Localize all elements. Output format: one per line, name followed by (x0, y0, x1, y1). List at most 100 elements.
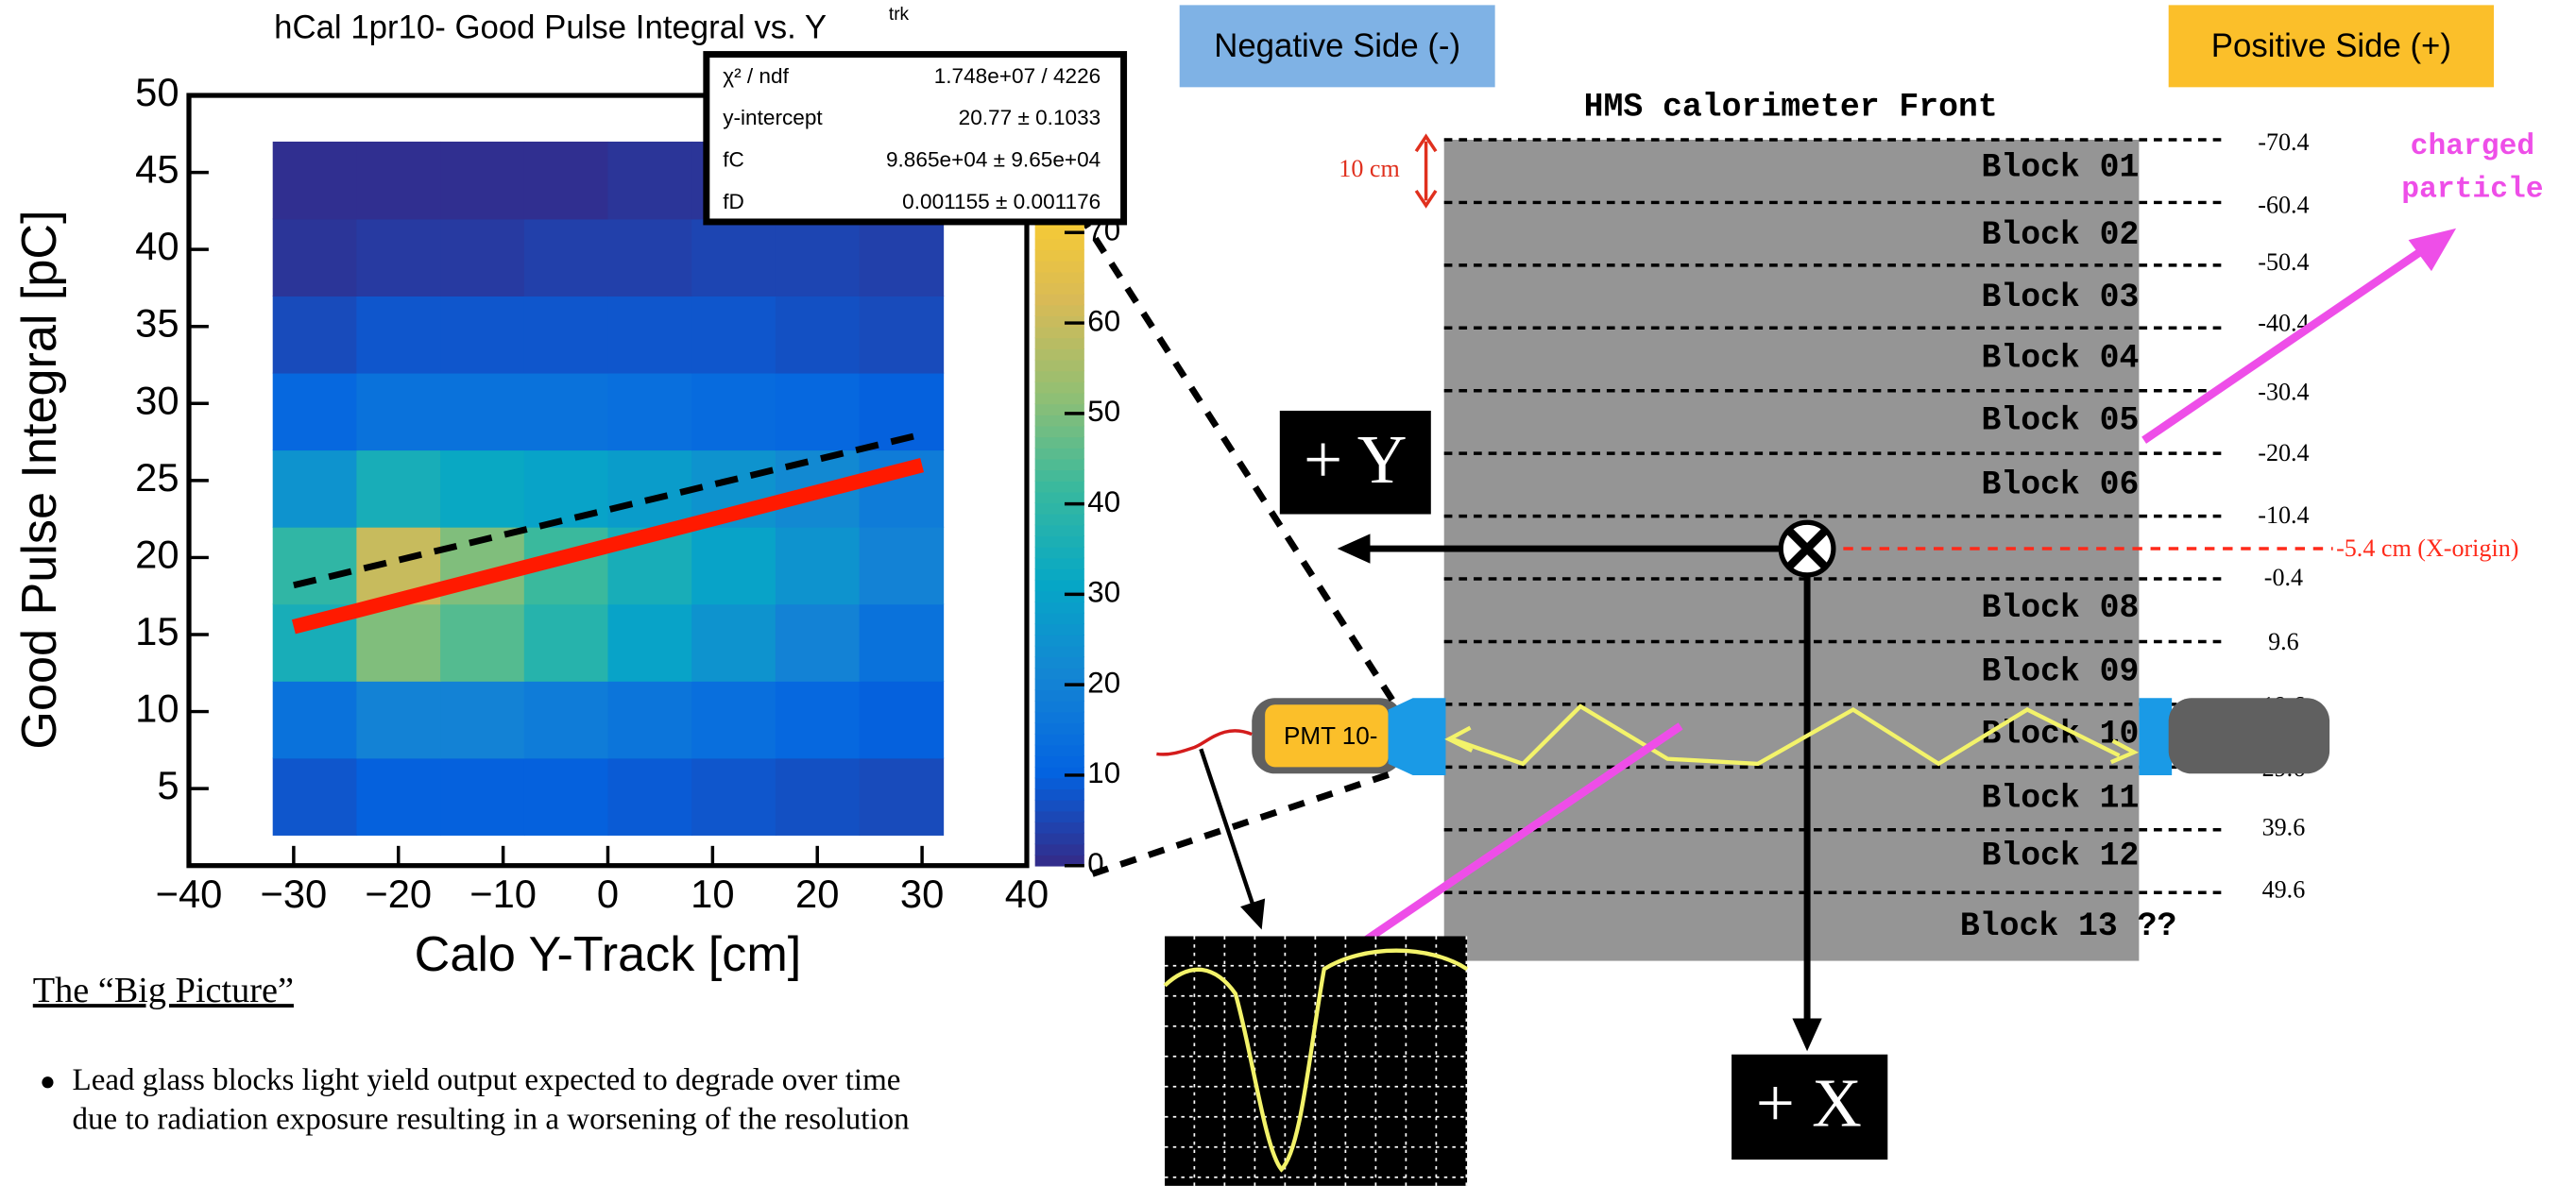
heat-cell (272, 757, 358, 836)
colorbar-step (1034, 755, 1084, 768)
particle-label: particle (2401, 173, 2543, 206)
chart-title-subscript: trk (889, 5, 910, 25)
colorbar-step (1034, 689, 1084, 702)
heat-cell (859, 449, 945, 528)
heat-cell (691, 372, 776, 451)
colorbar-step (1034, 700, 1084, 713)
scope-grid (1165, 936, 1468, 1186)
colorbar-step (1034, 722, 1084, 735)
light-path (1451, 703, 2121, 767)
boundary-label: 49.6 (2262, 876, 2306, 904)
y-tick-label: 45 (135, 147, 179, 192)
heat-cell (607, 296, 693, 374)
block-label: Block 05 (1981, 403, 2139, 440)
light-arrowheads (1444, 725, 2140, 765)
diagram-title: HMS calorimeter Front (1584, 89, 1998, 126)
fit-line (291, 457, 925, 635)
heat-cell (859, 757, 945, 836)
stats-box: χ² / ndf 1.748e+07 / 4226 y-intercept 20.77… (703, 51, 1128, 226)
x-tick-label: 10 (691, 872, 734, 916)
cable (1156, 729, 1253, 756)
boundary-label: -60.4 (2258, 191, 2309, 218)
x-tick-label: 30 (900, 872, 944, 916)
heat-cell (523, 218, 609, 296)
colorbar-step (1034, 733, 1084, 746)
heat-cell (440, 449, 525, 528)
y-tick-label: 25 (135, 455, 179, 500)
x-origin-label: -5.4 cm (X-origin) (2336, 534, 2518, 562)
stats-value: 9.865e+04 ± 9.65e+04 (886, 148, 1100, 172)
heat-cell (607, 603, 693, 682)
pmt-label: PMT 10- (1284, 721, 1378, 750)
colorbar-step (1034, 590, 1084, 602)
heat-cell (691, 218, 776, 296)
heat-cell (272, 296, 358, 374)
boundary-label: -70.4 (2258, 128, 2309, 156)
heat-cell (775, 680, 861, 759)
particle-arrowhead (2408, 228, 2457, 272)
x-tick-label: −20 (365, 872, 432, 916)
heat-cell (859, 680, 945, 759)
heat-cell (775, 526, 861, 605)
colorbar-step (1034, 227, 1084, 240)
y-tick-label: 30 (135, 378, 179, 422)
block-height-label: 10 cm (1339, 155, 1399, 182)
y-tick-label: 35 (135, 301, 179, 346)
z-tick-label: 40 (1087, 485, 1120, 518)
boundary-label: -20.4 (2258, 439, 2309, 466)
plus-y-box (1279, 410, 1431, 515)
signal-arrowhead (1240, 898, 1266, 930)
bullet-line: Lead glass blocks light yield output exp… (73, 1063, 901, 1097)
plus-y-label: + Y (1304, 421, 1407, 498)
y-tick-label: 40 (135, 224, 179, 268)
heat-cell (272, 218, 358, 296)
colorbar-step (1034, 635, 1084, 647)
block-label: Block 13 ?? (1960, 908, 2177, 945)
colorbar-step (1034, 260, 1084, 273)
heat-cell (523, 141, 609, 220)
colorbar-step (1034, 436, 1084, 449)
y-tick-label: 20 (135, 532, 179, 576)
block-label: Block 02 (1981, 217, 2139, 254)
colorbar-step (1034, 425, 1084, 438)
plus-x-box (1732, 1054, 1888, 1161)
stats-label: fD (723, 190, 744, 213)
heat-cell (607, 449, 693, 528)
stats-label: y-intercept (723, 106, 823, 129)
heat-cell (859, 526, 945, 605)
heat-cell (440, 680, 525, 759)
heat-cell (356, 680, 441, 759)
colorbar-step (1034, 667, 1084, 680)
heat-cell (607, 680, 693, 759)
colorbar-step (1034, 601, 1084, 614)
heat-cell (272, 449, 358, 528)
heat-cell (440, 372, 525, 451)
block-label: Block 01 (1981, 150, 2139, 187)
colorbar-step (1034, 348, 1084, 361)
block-label: Block 08 (1981, 590, 2139, 627)
heat-cell (272, 680, 358, 759)
heat-cell (523, 372, 609, 451)
heat-cell (691, 757, 776, 836)
stats-value: 20.77 ± 0.1033 (959, 106, 1101, 129)
colorbar-step (1034, 656, 1084, 669)
heat-cell (356, 372, 441, 451)
colorbar-step (1034, 744, 1084, 757)
zoom-line (1076, 212, 1400, 708)
colorbar-step (1034, 271, 1084, 283)
light-guide-right (2139, 698, 2173, 776)
heat-cell (272, 526, 358, 605)
positive-side-box (2168, 5, 2495, 88)
y-tick-label: 5 (157, 763, 179, 807)
colorbar-step (1034, 799, 1084, 812)
colorbar-step (1034, 524, 1084, 536)
bullet-line: due to radiation exposure resulting in a… (73, 1103, 911, 1137)
heat-cell (859, 296, 945, 374)
heat-cell (272, 372, 358, 451)
colorbar-step (1034, 359, 1084, 372)
block-label: Block 03 (1981, 280, 2139, 316)
x-axis-label: Calo Y-Track [cm] (415, 927, 802, 982)
boundary-label: -30.4 (2258, 379, 2309, 406)
heat-cell (440, 296, 525, 374)
positive-side-label: Positive Side (+) (2211, 28, 2451, 64)
